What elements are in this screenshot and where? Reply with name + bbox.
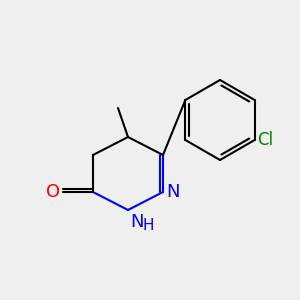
Text: H: H	[143, 218, 154, 233]
Text: Cl: Cl	[256, 131, 273, 149]
Text: O: O	[46, 183, 60, 201]
Text: N: N	[130, 213, 143, 231]
Text: N: N	[166, 183, 179, 201]
